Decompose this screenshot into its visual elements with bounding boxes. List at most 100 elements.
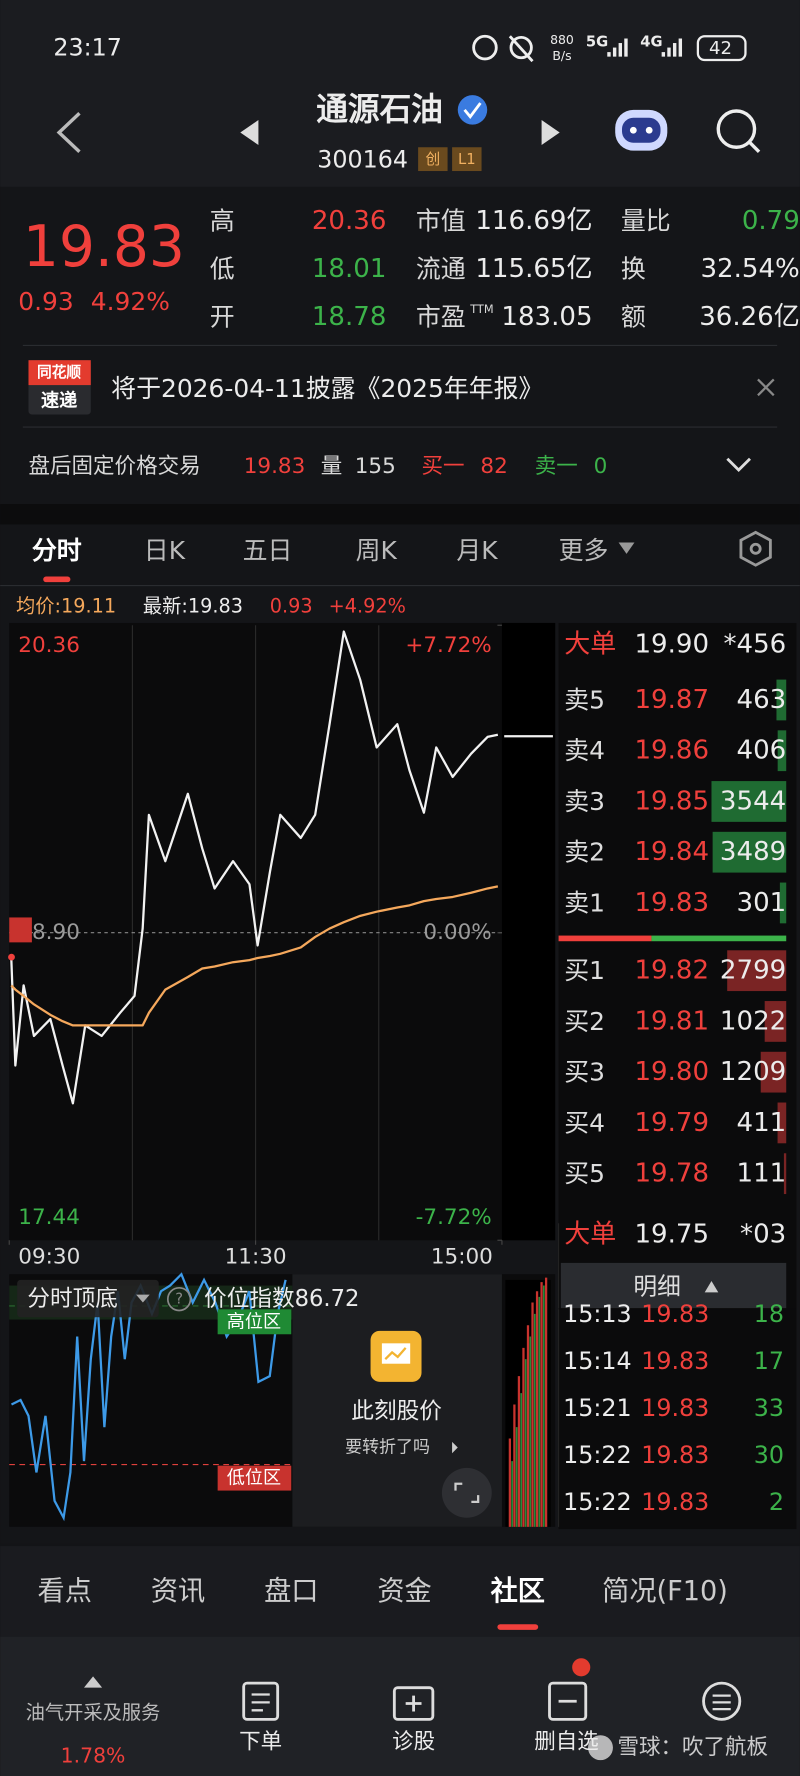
- low-zone-tag: [217, 1465, 292, 1491]
- volume-bar: [779, 882, 787, 924]
- trade-price: 19.83: [641, 1300, 709, 1328]
- volume-bar: [711, 781, 787, 822]
- badge: 创: [425, 151, 440, 168]
- signal-bar: [612, 47, 617, 57]
- robot-assistant[interactable]: [615, 109, 668, 151]
- low-zone-label: 低位区: [227, 1468, 281, 1489]
- next-stock[interactable]: [541, 120, 560, 145]
- volume-bar: [777, 1102, 787, 1144]
- chart-tab[interactable]: 更多: [559, 536, 609, 565]
- settings-icon[interactable]: [739, 530, 772, 567]
- search-icon: [716, 109, 757, 149]
- menu-icon[interactable]: [702, 1681, 742, 1721]
- ad-subtitle: 要转折了吗: [345, 1438, 430, 1458]
- level-vol: 406: [737, 736, 787, 766]
- level-label: 卖4: [564, 736, 605, 765]
- stock-code: 300164: [317, 146, 408, 174]
- fullscreen-button[interactable]: [441, 1467, 492, 1518]
- signal-bar: [667, 47, 671, 57]
- stat-label: 量比: [621, 206, 671, 235]
- chart-tab[interactable]: 周K: [356, 536, 398, 565]
- section-tab[interactable]: 资金: [377, 1576, 431, 1607]
- notice-close[interactable]: [757, 378, 775, 397]
- action-label[interactable]: 诊股: [392, 1730, 435, 1755]
- trade-time: 15:13: [563, 1300, 632, 1328]
- indicator-name: 分时顶底: [27, 1286, 118, 1312]
- signal-bar: [661, 52, 666, 57]
- chart-tab[interactable]: 五日: [243, 536, 293, 565]
- level-price: 19.85: [634, 786, 709, 816]
- stat-value: 18.78: [312, 302, 387, 332]
- level-vol: 111: [737, 1159, 787, 1189]
- notice-logo-text: 速递: [41, 389, 78, 411]
- prev-close-flag: [9, 917, 32, 943]
- stat-value: 36.26亿: [699, 302, 800, 332]
- volume-bars: [505, 1277, 551, 1527]
- bid-ask-ratio: [651, 935, 787, 942]
- y-tick-label: 17.44: [18, 1205, 80, 1230]
- trades-header[interactable]: 明细: [633, 1273, 681, 1301]
- level-price: 19.87: [634, 685, 709, 715]
- big-order-price: 19.90: [634, 629, 709, 659]
- section-tab[interactable]: 盘口: [264, 1576, 318, 1607]
- action-label[interactable]: 删自选: [534, 1730, 599, 1755]
- help-icon[interactable]: [166, 1286, 192, 1312]
- expand-chevron[interactable]: [726, 457, 751, 473]
- after-hours-ask-label: 卖一: [535, 454, 578, 479]
- chart-tab[interactable]: 分时: [32, 536, 82, 565]
- section-tab[interactable]: 社区: [491, 1575, 545, 1607]
- order-icon[interactable]: [242, 1681, 280, 1721]
- settings-icon: [749, 542, 762, 555]
- section-tab[interactable]: 看点: [38, 1576, 92, 1607]
- indicator-index: 价位指数86.72: [204, 1286, 359, 1312]
- volume-bar: [760, 1051, 787, 1093]
- back-button[interactable]: [56, 112, 81, 154]
- chart-tab[interactable]: 日K: [144, 536, 186, 565]
- level-price: 19.79: [634, 1108, 709, 1138]
- stat-value: 183.05: [501, 302, 592, 332]
- action-label[interactable]: 下单: [239, 1730, 282, 1755]
- level-label: 买3: [564, 1058, 605, 1087]
- stat-label: 额: [621, 303, 646, 332]
- y2-tick-label: +7.72%: [405, 633, 491, 658]
- gap: [0, 504, 800, 525]
- level-price: 19.84: [634, 837, 709, 867]
- section-tab[interactable]: 资讯: [151, 1576, 205, 1607]
- level-price: 19.83: [634, 888, 709, 918]
- level-label: 买4: [564, 1108, 605, 1137]
- badge: L1: [458, 151, 476, 168]
- search-icon: [748, 141, 761, 153]
- prev-stock[interactable]: [240, 120, 259, 145]
- level-price: 19.86: [634, 736, 709, 766]
- section-tab[interactable]: 简况(F10): [602, 1576, 728, 1607]
- diagnose-icon[interactable]: [392, 1686, 435, 1721]
- close-icon: [757, 378, 775, 397]
- price-change-pct: 4.92%: [91, 287, 170, 316]
- search-button[interactable]: [716, 109, 761, 153]
- level-label: 买1: [564, 956, 605, 985]
- ad-icon-screen: [381, 1343, 411, 1364]
- chart-tab[interactable]: 月K: [456, 536, 498, 565]
- trade-time: 15:14: [563, 1347, 632, 1375]
- y2-tick-label: 0.00%: [423, 920, 491, 945]
- big-order-vol: *456: [723, 629, 786, 659]
- trades-header-bg[interactable]: [560, 1262, 787, 1309]
- after-hours-vol-label: 量: [321, 454, 343, 479]
- badge-bg: [418, 147, 448, 172]
- active-section-indicator: [497, 1624, 539, 1630]
- battery-level: 42: [709, 38, 732, 59]
- y-tick-label: 20.36: [18, 633, 80, 658]
- remove-watchlist-icon[interactable]: [548, 1681, 588, 1721]
- mute-icon: [509, 35, 533, 60]
- trade-time: 15:22: [563, 1441, 632, 1469]
- robot-face: [622, 117, 661, 143]
- active-tab-indicator: [43, 576, 71, 583]
- mute-icon: [508, 35, 534, 63]
- signal-bar: [678, 38, 683, 57]
- signal-label: 4G: [640, 33, 662, 50]
- level-vol: 3489: [720, 837, 786, 867]
- big-order-label: 大单: [564, 629, 616, 659]
- volume-bar: [764, 1001, 787, 1042]
- indicator-selector[interactable]: [17, 1279, 159, 1318]
